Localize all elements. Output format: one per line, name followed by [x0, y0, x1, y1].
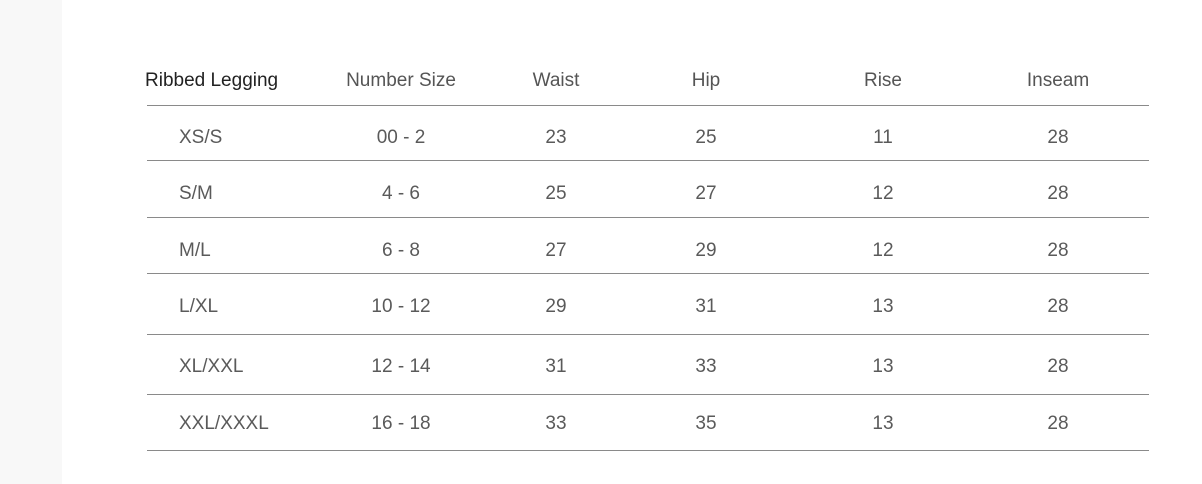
cell-rise: 13: [872, 413, 894, 434]
cell-inseam: 28: [1047, 127, 1069, 148]
cell-style: XXL/XXXL: [179, 413, 269, 434]
cell-waist: 31: [545, 356, 567, 377]
cell-rise: 12: [872, 240, 894, 261]
cell-style: XS/S: [179, 127, 223, 148]
header-inseam: Inseam: [1026, 70, 1090, 91]
cell-hip: 25: [695, 127, 717, 148]
cell-rise: 11: [873, 127, 893, 148]
cell-waist: 29: [545, 296, 567, 317]
cell-inseam: 28: [1047, 183, 1069, 204]
cell-style: L/XL: [179, 296, 219, 317]
cell-number-size: 00 - 2: [376, 127, 426, 148]
header-number-size: Number Size: [346, 70, 456, 91]
cell-inseam: 28: [1047, 356, 1069, 377]
header-rise: Rise: [863, 70, 903, 91]
cell-rise: 13: [872, 296, 894, 317]
cell-number-size: 4 - 6: [381, 183, 421, 204]
cell-number-size: 16 - 18: [371, 413, 431, 434]
row-divider: [147, 217, 1149, 218]
cell-style: S/M: [179, 183, 213, 204]
header-style: Ribbed Legging: [145, 70, 279, 91]
cell-inseam: 28: [1047, 296, 1069, 317]
cell-waist: 23: [545, 127, 567, 148]
header-waist: Waist: [532, 70, 580, 91]
cell-hip: 31: [695, 296, 717, 317]
cell-number-size: 12 - 14: [371, 356, 431, 377]
cell-style: XL/XXL: [179, 356, 244, 377]
cell-hip: 33: [695, 356, 717, 377]
cell-rise: 12: [872, 183, 894, 204]
cell-rise: 13: [872, 356, 894, 377]
cell-hip: 35: [695, 413, 717, 434]
row-divider: [147, 450, 1149, 451]
header-hip: Hip: [691, 70, 721, 91]
cell-hip: 27: [695, 183, 717, 204]
left-margin-strip: [0, 0, 62, 484]
cell-number-size: 10 - 12: [371, 296, 431, 317]
row-divider: [147, 105, 1149, 106]
cell-waist: 25: [545, 183, 567, 204]
row-divider: [147, 394, 1149, 395]
cell-number-size: 6 - 8: [381, 240, 421, 261]
cell-waist: 27: [545, 240, 567, 261]
cell-inseam: 28: [1047, 240, 1069, 261]
row-divider: [147, 334, 1149, 335]
cell-inseam: 28: [1047, 413, 1069, 434]
cell-waist: 33: [545, 413, 567, 434]
row-divider: [147, 273, 1149, 274]
row-divider: [147, 160, 1149, 161]
cell-style: M/L: [179, 240, 211, 261]
cell-hip: 29: [695, 240, 717, 261]
